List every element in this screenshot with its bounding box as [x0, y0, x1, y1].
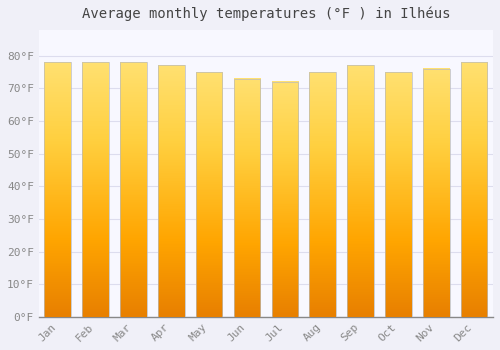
Title: Average monthly temperatures (°F ) in Ilhéus: Average monthly temperatures (°F ) in Il… — [82, 7, 450, 21]
Bar — [120, 62, 146, 317]
Bar — [234, 78, 260, 317]
Bar — [158, 65, 184, 317]
Bar — [82, 62, 109, 317]
Bar — [348, 65, 374, 317]
Bar — [461, 62, 487, 317]
Bar — [44, 62, 71, 317]
Bar — [272, 82, 298, 317]
Bar — [385, 72, 411, 317]
Bar — [310, 72, 336, 317]
Bar — [196, 72, 222, 317]
Bar — [423, 69, 450, 317]
